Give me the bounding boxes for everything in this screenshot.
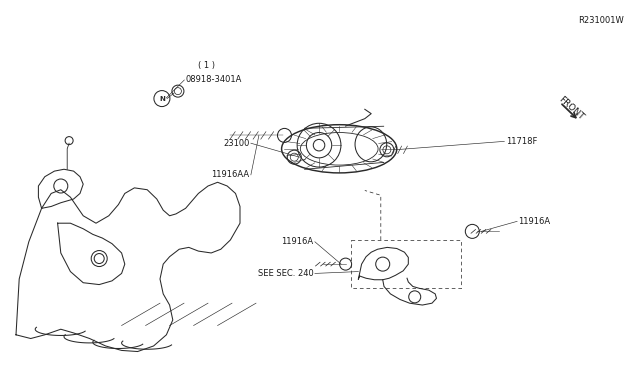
Text: 23100: 23100 [223,139,250,148]
Text: 11718F: 11718F [506,137,537,146]
Text: SEE SEC. 240: SEE SEC. 240 [258,269,314,278]
Text: N: N [159,96,165,102]
Text: 08918-3401A: 08918-3401A [186,76,242,84]
Text: 11916A: 11916A [282,237,314,246]
Text: FRONT: FRONT [557,94,586,121]
Text: 11916A: 11916A [518,217,550,226]
Text: R231001W: R231001W [579,16,624,25]
Text: ( 1 ): ( 1 ) [198,61,216,70]
Text: 11916AA: 11916AA [211,170,250,179]
